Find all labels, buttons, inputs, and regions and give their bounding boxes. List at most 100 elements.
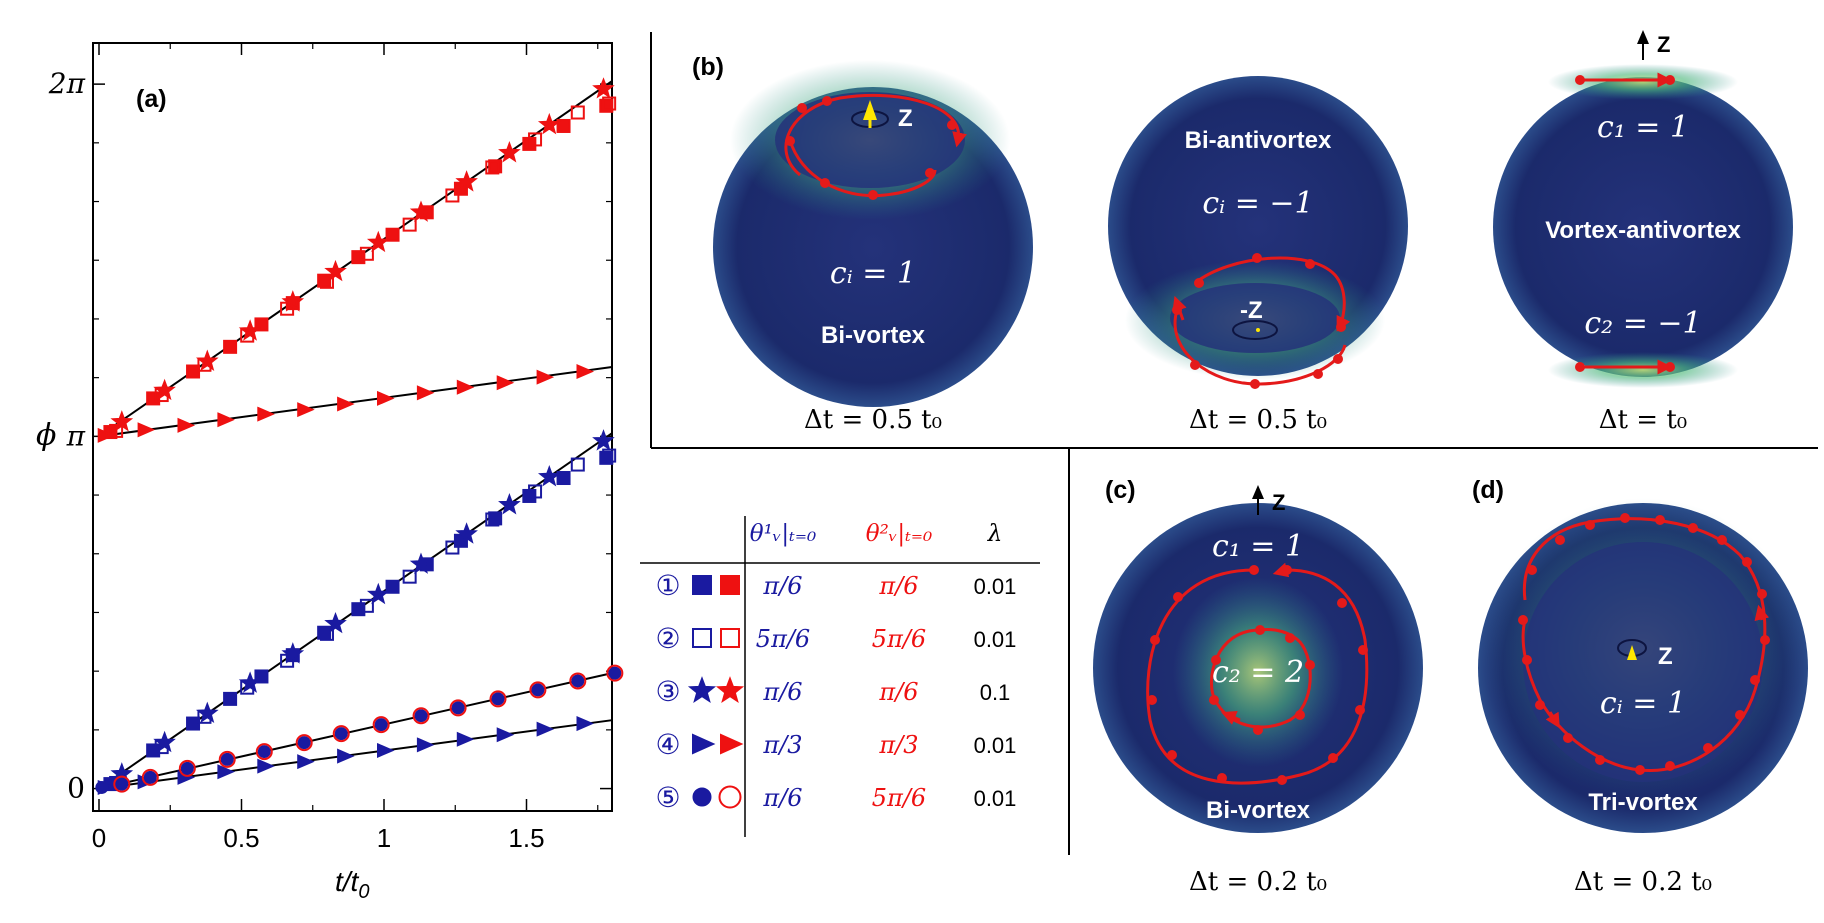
- table-row: ③ π/6 π/6 0.1: [655, 675, 1010, 708]
- row-marker-red: [720, 733, 744, 755]
- case4-red-triangle-point: [257, 406, 275, 422]
- table-row: ② 5π/6 5π/6 0.01: [655, 622, 1016, 655]
- case5-red-open-circle-point: [332, 725, 350, 743]
- sphere-c: Z c₁ = 1 c₂ = 2 Bi-vortex Δt = 0.2 t₀: [1093, 485, 1423, 897]
- tick-labels: 0 0.5 1 1.5 0 π 2π: [48, 67, 545, 853]
- case3-blue-star-point: [455, 522, 478, 544]
- case3-blue-star-point: [324, 611, 347, 634]
- case1-blue-square: [103, 450, 614, 792]
- case5-red-open-circle-point: [218, 750, 236, 768]
- sphere-d-name: Tri-vortex: [1588, 789, 1698, 816]
- case2-blue-open-square-point: [402, 569, 417, 584]
- panel-borders: [650, 32, 1818, 855]
- sphere-b2: -Z Bi-antivortex cᵢ = −1 Δt = 0.5 t₀: [1108, 76, 1408, 435]
- sphere-b1-name: Bi-vortex: [821, 322, 926, 349]
- case4-blue-triangle-point: [416, 737, 435, 753]
- case5-blue-circle-point: [374, 718, 388, 732]
- case3-red-star-point: [195, 349, 219, 372]
- case4-blue-triangle-point: [217, 764, 235, 780]
- case1-blue-square-point: [223, 691, 238, 706]
- case5-blue-circle-point: [451, 701, 465, 715]
- case4-red-triangle-point: [536, 369, 555, 385]
- case3-blue-star-point: [238, 671, 262, 693]
- case3-blue-star: [110, 429, 615, 784]
- case3-red-star-point: [153, 378, 176, 401]
- sphere-d-z: Z: [1658, 643, 1673, 670]
- y-axis-label: ϕ: [36, 418, 56, 453]
- row-marker-red: [718, 785, 742, 809]
- sphere-b3-z: Z: [1657, 32, 1670, 57]
- case3-red-star-point: [537, 112, 561, 135]
- y-tick-label: π: [66, 419, 86, 452]
- case4-red-triangle-point: [496, 375, 515, 391]
- row-marker-blue: [692, 787, 712, 807]
- case5-red-open-circle-point: [141, 768, 159, 786]
- case5-blue-circle-point: [143, 770, 157, 784]
- case2-red-open-square-point: [528, 132, 543, 147]
- row-number: ①: [655, 569, 680, 602]
- case4-red-triangle-point: [297, 402, 315, 418]
- case2-red-open-square-point: [320, 274, 334, 289]
- case5-blue-circle-point: [531, 683, 545, 697]
- sphere-b3-c2: c₂ = −1: [1584, 306, 1701, 341]
- case1-red-square-point: [556, 118, 571, 133]
- table-row: ① π/6 π/6 0.01: [655, 569, 1016, 602]
- case5-blue-circle-point: [571, 674, 585, 688]
- header-theta2: θ²ᵥ|ₜ₌₀: [866, 521, 932, 547]
- row-theta2: π/6: [878, 572, 918, 600]
- x-tick-label: 1: [377, 823, 391, 853]
- row-number: ③: [655, 675, 680, 708]
- case2-red-open-square-point: [485, 160, 500, 175]
- case5-blue-circle-point: [180, 761, 194, 775]
- case2-red-open-square: [109, 96, 617, 438]
- x-axis-label-sub: 0: [358, 881, 369, 903]
- case4-red-triangle: [97, 363, 595, 443]
- case2-red-open-square-point: [359, 246, 374, 261]
- line-4-red: [98, 366, 613, 438]
- case3-blue-star-point: [409, 552, 433, 574]
- panel-label-b: (b): [692, 53, 724, 81]
- plot-frame: [92, 42, 613, 812]
- case4-blue-triangle-point: [576, 716, 595, 732]
- case5-blue-circle-point: [257, 745, 271, 759]
- row-theta1: π/6: [762, 678, 802, 706]
- case5-red-open-circle-point: [295, 734, 313, 752]
- case3-red-star-point: [409, 200, 433, 222]
- case1-red-square: [103, 98, 614, 440]
- case4-red-triangle-point: [217, 412, 235, 428]
- x-axis-label: t/t0: [335, 866, 369, 903]
- legend-table: θ¹ᵥ|ₜ₌₀ θ²ᵥ|ₜ₌₀ λ ① π/6 π/6 0.01 ② 5π/6 5π/6 0.…: [640, 516, 1040, 837]
- case4-blue-triangle-point: [456, 731, 475, 747]
- row-marker-blue: [692, 628, 712, 648]
- case5-red-open-circle-point: [255, 743, 273, 761]
- case1-blue-square-point: [385, 579, 400, 594]
- row-lambda: 0.1: [980, 680, 1011, 705]
- case5-red-open-circle-point: [178, 759, 196, 777]
- case5-red-open-circle-point: [489, 690, 507, 708]
- case1-red-square-point: [351, 250, 366, 265]
- sphere-c-c1: c₁ = 1: [1212, 529, 1304, 564]
- sphere-b2-ci: cᵢ = −1: [1202, 186, 1313, 221]
- x-tick-label: 0.5: [223, 823, 259, 853]
- row-theta1: π/6: [762, 572, 802, 600]
- table-row: ④ π/3 π/3 0.01: [655, 728, 1016, 761]
- case5-blue-circle-point: [608, 666, 622, 680]
- case4-blue-triangle-point: [257, 758, 275, 774]
- sphere-c-name: Bi-vortex: [1206, 797, 1311, 824]
- row-theta2: π/6: [878, 678, 918, 706]
- case5-red-open-circle-point: [113, 775, 131, 793]
- case3-red-star-point: [366, 230, 390, 253]
- case3-blue-star-point: [498, 492, 521, 515]
- case3-red-star-point: [110, 410, 134, 432]
- case5-blue-circle-point: [297, 736, 311, 750]
- panel-label-d: (d): [1472, 476, 1504, 504]
- row-theta2: π/3: [878, 731, 918, 759]
- row-marker-blue: [692, 733, 716, 755]
- case5-blue-circle: [95, 666, 622, 794]
- case2-red-open-square-point: [570, 105, 585, 120]
- case3-blue-star-point: [538, 465, 561, 487]
- sphere-b1: Z cᵢ = 1 Bi-vortex Δt = 0.5 t₀: [713, 60, 1033, 435]
- case3-red-star-point: [592, 77, 615, 99]
- case2-red-open-square-point: [109, 423, 124, 438]
